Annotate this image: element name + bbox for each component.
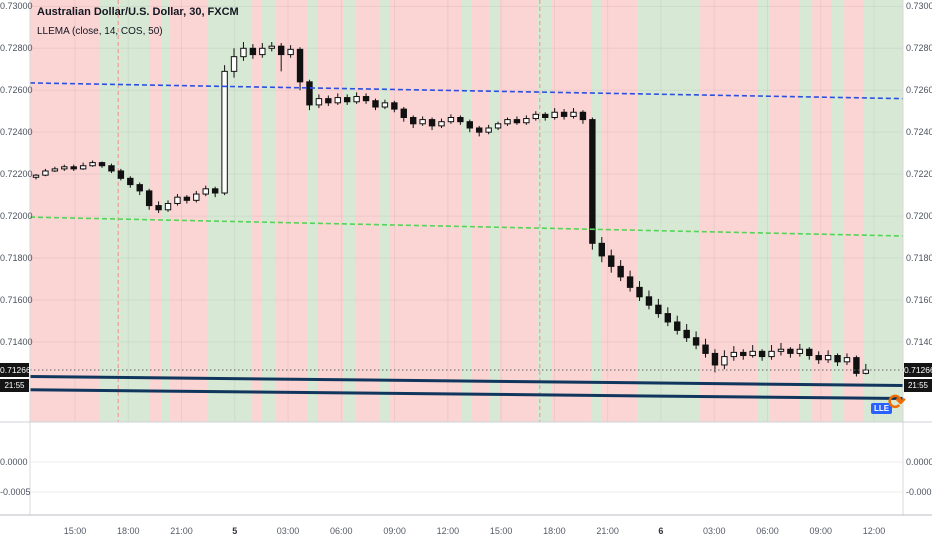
chart-legend: Australian Dollar/U.S. Dollar, 30, FXCM … [37,6,239,37]
indicator-axis-label-right: 0.0000 [906,457,932,467]
llema-slow-line[interactable] [29,216,904,237]
symbol-legend[interactable]: Australian Dollar/U.S. Dollar, 30, FXCM [37,6,239,18]
bar-countdown-left: 21:55 [0,379,29,392]
indicator-axis-label-left: -0.0005 [0,487,31,497]
grid [30,0,903,493]
indicator-badge[interactable]: LLE [871,403,893,414]
background-stripes [30,0,903,422]
llema-fast-line[interactable] [29,82,904,100]
indicator-legend[interactable]: LLEMA (close, 14, COS, 50) [37,26,163,37]
channel-upper-line[interactable] [29,375,904,388]
channel-lower-line[interactable] [29,388,904,401]
price-tag-left: 0.71266 [0,363,31,377]
candlestick-series [32,41,870,377]
indicator-axis-label-right: -0.0005 [906,487,932,497]
price-tag-right: 0.71266 [904,363,932,377]
bar-countdown-right: 21:55 [904,379,932,392]
refresh-icon[interactable]: ⟳ [888,391,906,414]
indicator-axis-label-left: 0.0000 [0,457,28,467]
